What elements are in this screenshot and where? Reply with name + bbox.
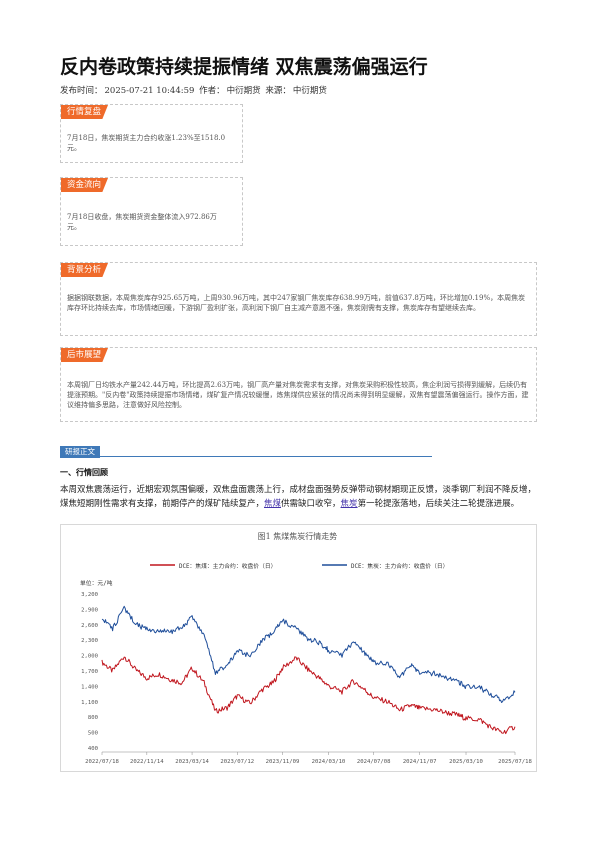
- source: 中衍期货: [292, 86, 327, 96]
- x-axis-ticks: 2022/07/18 2022/11/14 2023/03/14 2023/07/12…: [85, 752, 532, 765]
- y-tick-label: 400: [88, 746, 98, 752]
- y-tick-label: 2,300: [81, 638, 98, 644]
- y-tick-label: 1,400: [81, 684, 98, 690]
- x-tick-label: 2024/11/07: [403, 759, 437, 765]
- box-tag: 背景分析: [61, 263, 109, 277]
- price-chart: DCE：焦煤：主力合约：收盘价（日） DCE：焦炭：主力合约：收盘价（日） 单位…: [80, 562, 532, 765]
- coke-link[interactable]: 焦炭: [340, 498, 358, 509]
- author-label: 作者：: [199, 86, 225, 96]
- x-tick-label: 2024/03/10: [312, 759, 346, 765]
- body-paragraph: 本周双焦震荡运行，近期宏观氛围偏暖，双焦盘面震荡上行，成材盘面强势反弹带动钢材期…: [60, 484, 536, 511]
- section-tag: 研报正文: [60, 446, 100, 458]
- summary-box-review: 行情复盘 7月18日，焦炭期货主力合约收涨1.23%至1518.0元。: [60, 104, 243, 163]
- summary-box-outlook: 后市展望 本周钢厂日均铁水产量242.44万吨，环比提高2.63万吨，钢厂高产量…: [60, 347, 537, 422]
- summary-box-background: 背景分析 据据钢联数据，本周焦炭库存925.65万吨，上周930.96万吨，其中…: [60, 262, 537, 336]
- legend-label-coking-coal: DCE：焦煤：主力合约：收盘价（日）: [179, 562, 276, 570]
- x-tick-label: 2022/07/18: [85, 759, 119, 765]
- x-tick-label: 2023/07/12: [220, 759, 254, 765]
- box-text: 7月18日，焦炭期货主力合约收涨1.23%至1518.0元。: [67, 134, 226, 152]
- series-line-coke: [101, 605, 516, 703]
- legend-label-coke: DCE：焦炭：主力合约：收盘价（日）: [351, 562, 448, 570]
- page-title: 反内卷政策持续提振情绪 双焦震荡偏强运行: [60, 56, 428, 78]
- publish-label: 发布时间：: [60, 86, 103, 96]
- box-tag: 行情复盘: [61, 105, 109, 119]
- coking-coal-link[interactable]: 焦煤: [264, 498, 282, 509]
- y-tick-label: 3,200: [81, 592, 98, 598]
- series-line-coking-coal: [101, 656, 516, 735]
- source-label: 来源：: [265, 86, 291, 96]
- para-text: 供需缺口收窄，: [281, 498, 341, 509]
- author: 中衍期货: [226, 86, 261, 96]
- section-divider: [100, 456, 432, 457]
- para-text: 第一轮提涨落地，后续关注二轮提涨进展。: [357, 498, 520, 509]
- chart-series: [101, 605, 516, 735]
- y-tick-label: 2,600: [81, 623, 98, 629]
- x-tick-label: 2025/07/18: [498, 759, 532, 765]
- x-tick-label: 2024/07/08: [357, 759, 391, 765]
- y-tick-label: 2,000: [81, 654, 98, 660]
- y-tick-label: 1,700: [81, 669, 98, 675]
- summary-box-fund-flow: 资金流向 7月18日收盘，焦炭期货资金整体流入972.86万元。: [60, 177, 243, 246]
- section-heading: 一、行情回顾: [60, 467, 108, 477]
- x-tick-label: 2022/11/14: [130, 759, 164, 765]
- box-tag: 后市展望: [61, 348, 109, 362]
- chart-title: 图1 焦煤焦炭行情走势: [257, 532, 338, 541]
- box-text: 本周钢厂日均铁水产量242.44万吨，环比提高2.63万吨，钢厂高产量对焦炭需求…: [67, 381, 529, 409]
- chart-frame: [60, 524, 537, 772]
- x-tick-label: 2023/11/09: [266, 759, 300, 765]
- y-tick-label: 2,900: [81, 607, 98, 613]
- para-text: 本周双焦震荡运行，近期宏观氛围偏暖，双焦盘面震荡上行，成材盘面强势反弹带动钢材期…: [60, 485, 537, 509]
- x-tick-label: 2023/03/14: [175, 759, 209, 765]
- publish-time: 2025-07-21 10:44:59: [104, 86, 195, 96]
- box-tag: 资金流向: [61, 178, 109, 192]
- y-axis-label: 单位：元/吨: [80, 579, 113, 587]
- box-text: 7月18日收盘，焦炭期货资金整体流入972.86万元。: [67, 213, 217, 231]
- y-tick-label: 500: [88, 731, 98, 737]
- y-axis-ticks: 3,200 2,900 2,600 2,300 2,000 1,700 1,400 1,100…: [81, 592, 515, 753]
- x-tick-label: 2025/03/10: [449, 759, 483, 765]
- y-tick-label: 800: [88, 715, 98, 721]
- article-meta: 发布时间： 2025-07-21 10:44:59 作者： 中衍期货 来源： 中衍期货: [60, 84, 329, 96]
- chart-legend: DCE：焦煤：主力合约：收盘价（日） DCE：焦炭：主力合约：收盘价（日）: [150, 562, 448, 570]
- box-text: 据据钢联数据，本周焦炭库存925.65万吨，上周930.96万吨，其中247家钢…: [67, 294, 526, 312]
- y-tick-label: 1,100: [81, 700, 98, 706]
